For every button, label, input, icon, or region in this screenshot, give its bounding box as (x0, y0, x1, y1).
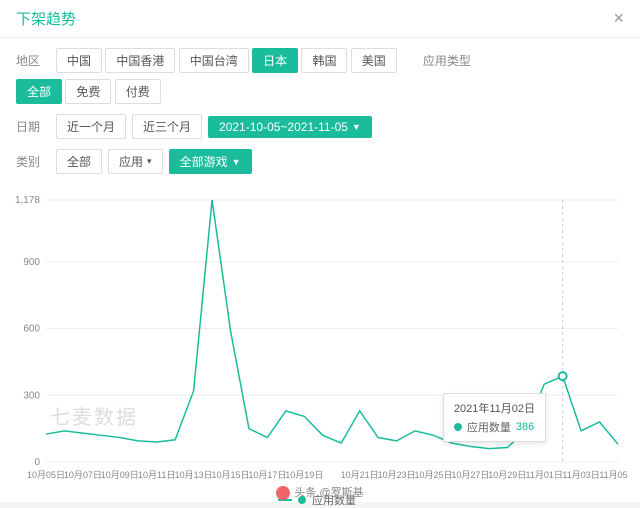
region-3[interactable]: 日本 (252, 48, 298, 73)
region-2[interactable]: 中国台湾 (179, 48, 249, 73)
footer-text: 头条 @罗斯基 (294, 487, 363, 499)
svg-text:10月27日: 10月27日 (451, 470, 489, 480)
category-game[interactable]: 全部游戏 ▼ (169, 149, 252, 174)
region-1[interactable]: 中国香港 (105, 48, 175, 73)
svg-text:11月01日: 11月01日 (526, 470, 563, 480)
category-app-text: 应用 (119, 153, 143, 170)
close-icon[interactable]: × (613, 8, 624, 29)
category-game-text: 全部游戏 (180, 153, 228, 170)
svg-text:10月13日: 10月13日 (175, 470, 213, 480)
svg-text:10月09日: 10月09日 (101, 470, 139, 480)
date-row: 日期 近一个月 近三个月 2021-10-05~2021-11-05 ▼ (16, 114, 624, 139)
svg-text:10月17日: 10月17日 (248, 470, 286, 480)
date-preset-3m[interactable]: 近三个月 (132, 114, 202, 139)
date-preset-1m[interactable]: 近一个月 (56, 114, 126, 139)
card: 下架趋势 × 地区 中国 中国香港 中国台湾 日本 韩国 美国 应用类型 全部 … (0, 0, 640, 502)
region-label: 地区 (16, 52, 44, 69)
tooltip-value: 386 (516, 421, 534, 433)
tooltip: 2021年11月02日 应用数量 386 (443, 393, 546, 442)
svg-text:10月07日: 10月07日 (64, 470, 102, 480)
date-range-text: 2021-10-05~2021-11-05 (219, 120, 348, 134)
tooltip-date: 2021年11月02日 (454, 400, 535, 416)
apptype-1[interactable]: 免费 (65, 79, 111, 104)
dialog-title: 下架趋势 (16, 8, 76, 29)
apptype-label: 应用类型 (423, 52, 471, 69)
category-label: 类别 (16, 153, 44, 170)
category-all[interactable]: 全部 (56, 149, 102, 174)
chevron-down-icon: ▼ (352, 122, 361, 132)
svg-text:0: 0 (34, 457, 40, 468)
category-app[interactable]: 应用 ▾ (108, 149, 163, 174)
region-4[interactable]: 韩国 (301, 48, 347, 73)
svg-text:10月05日: 10月05日 (27, 470, 65, 480)
date-label: 日期 (16, 118, 44, 135)
svg-text:900: 900 (23, 257, 40, 268)
region-0[interactable]: 中国 (56, 48, 102, 73)
svg-text:10月23日: 10月23日 (378, 470, 416, 480)
header: 下架趋势 × (0, 0, 640, 38)
line-chart-svg[interactable]: 03006009001,17810月05日10月07日10月09日10月11日1… (6, 190, 628, 490)
svg-text:600: 600 (23, 324, 40, 335)
svg-text:10月21日: 10月21日 (341, 470, 379, 480)
apptype-0[interactable]: 全部 (16, 79, 62, 104)
svg-text:10月25日: 10月25日 (414, 470, 452, 480)
chevron-down-icon: ▾ (147, 156, 152, 167)
tooltip-label: 应用数量 (467, 419, 511, 435)
region-row: 地区 中国 中国香港 中国台湾 日本 韩国 美国 应用类型 全部 免费 付费 (16, 48, 624, 104)
avatar-icon (276, 486, 290, 500)
apptype-2[interactable]: 付费 (115, 79, 161, 104)
svg-text:10月19日: 10月19日 (285, 470, 323, 480)
region-5[interactable]: 美国 (351, 48, 397, 73)
date-range-picker[interactable]: 2021-10-05~2021-11-05 ▼ (208, 116, 372, 138)
filters: 地区 中国 中国香港 中国台湾 日本 韩国 美国 应用类型 全部 免费 付费 日… (0, 38, 640, 190)
category-row: 类别 全部 应用 ▾ 全部游戏 ▼ (16, 149, 624, 174)
svg-text:300: 300 (23, 390, 40, 401)
svg-text:10月11日: 10月11日 (138, 470, 175, 480)
footer-attribution: 头条 @罗斯基 (0, 484, 640, 500)
svg-text:11月03日: 11月03日 (562, 470, 599, 480)
chart: 七麦数据 03006009001,17810月05日10月07日10月09日10… (0, 190, 640, 508)
svg-text:10月15日: 10月15日 (212, 470, 250, 480)
svg-text:11月05日: 11月05日 (599, 470, 628, 480)
tooltip-dot-icon (454, 423, 462, 431)
svg-text:10月29日: 10月29日 (488, 470, 526, 480)
svg-text:1,178: 1,178 (15, 195, 40, 206)
chevron-down-icon: ▼ (232, 157, 241, 167)
